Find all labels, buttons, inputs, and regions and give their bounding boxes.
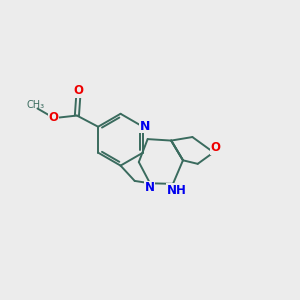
Text: NH: NH — [167, 184, 186, 197]
Text: O: O — [48, 111, 59, 124]
Text: CH₃: CH₃ — [26, 100, 44, 110]
Text: N: N — [144, 181, 154, 194]
Text: O: O — [74, 84, 83, 97]
Text: N: N — [140, 120, 150, 133]
Text: O: O — [211, 141, 221, 154]
